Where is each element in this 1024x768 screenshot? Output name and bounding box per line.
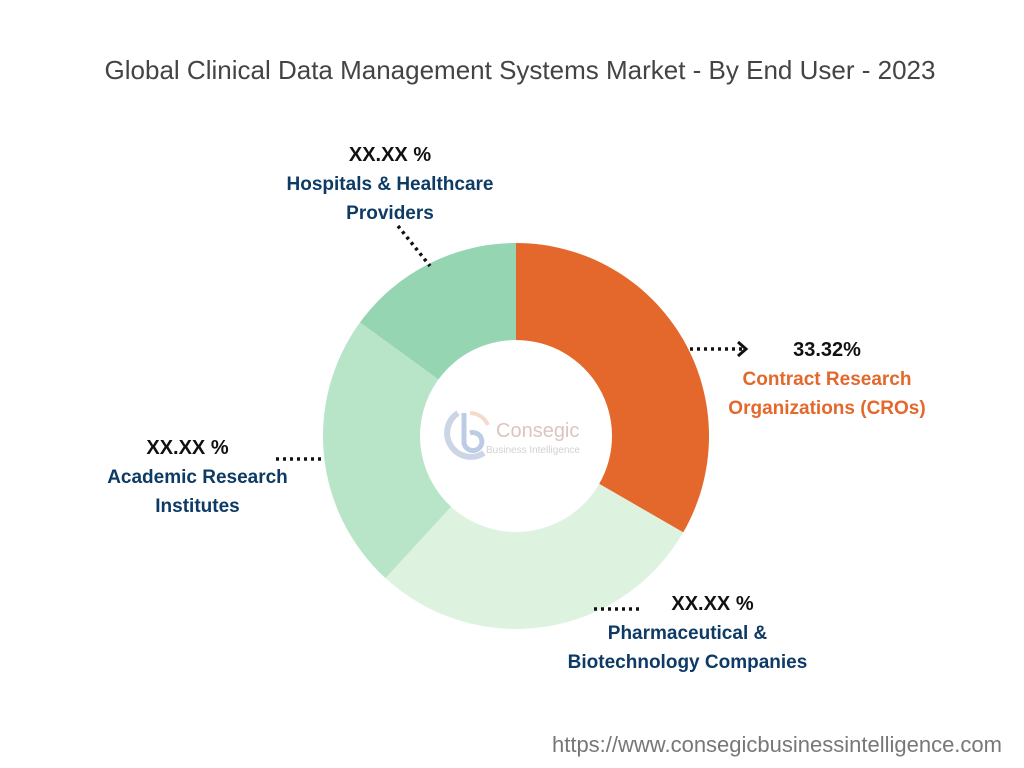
label-cro: 33.32% Contract Research Organizations (…: [712, 336, 942, 423]
name-hospital-line1: Hospitals & Healthcare: [286, 174, 494, 195]
value-pharma: XX.XX %: [671, 593, 754, 615]
leader-lines: [276, 224, 749, 611]
name-hospital-line2: Providers: [346, 203, 434, 224]
donut-slice-2: [323, 322, 452, 579]
donut-slice-0: [516, 243, 709, 533]
svg-text:Business Intelligence: Business Intelligence: [486, 445, 580, 456]
footer-url[interactable]: https://www.consegicbusinessintelligence…: [551, 732, 1002, 757]
value-cro: 33.32%: [793, 339, 861, 361]
leader-line-hospital: [396, 224, 432, 268]
name-cro-line2: Organizations (CROs): [728, 398, 926, 419]
leader-arrow-cro: [737, 340, 749, 358]
value-academic: XX.XX %: [146, 437, 229, 459]
svg-text:Consegic: Consegic: [496, 420, 579, 442]
name-academic-line2: Institutes: [155, 496, 240, 517]
consegic-logo: Consegic Business Intelligence: [440, 405, 600, 470]
label-hospital: XX.XX % Hospitals & Healthcare Providers: [270, 141, 510, 228]
label-academic: XX.XX % Academic Research Institutes: [95, 434, 300, 521]
chart-title: Global Clinical Data Management Systems …: [104, 55, 936, 85]
name-pharma-line2: Biotechnology Companies: [567, 652, 808, 673]
donut-slice-3: [360, 243, 516, 380]
name-academic-line1: Academic Research: [107, 467, 288, 488]
value-hospital: XX.XX %: [348, 144, 432, 166]
name-cro-line1: Contract Research: [742, 369, 912, 390]
name-pharma-line1: Pharmaceutical &: [607, 623, 768, 644]
donut-slice-1: [385, 483, 684, 629]
label-pharma: XX.XX % Pharmaceutical & Biotechnology C…: [555, 590, 820, 677]
